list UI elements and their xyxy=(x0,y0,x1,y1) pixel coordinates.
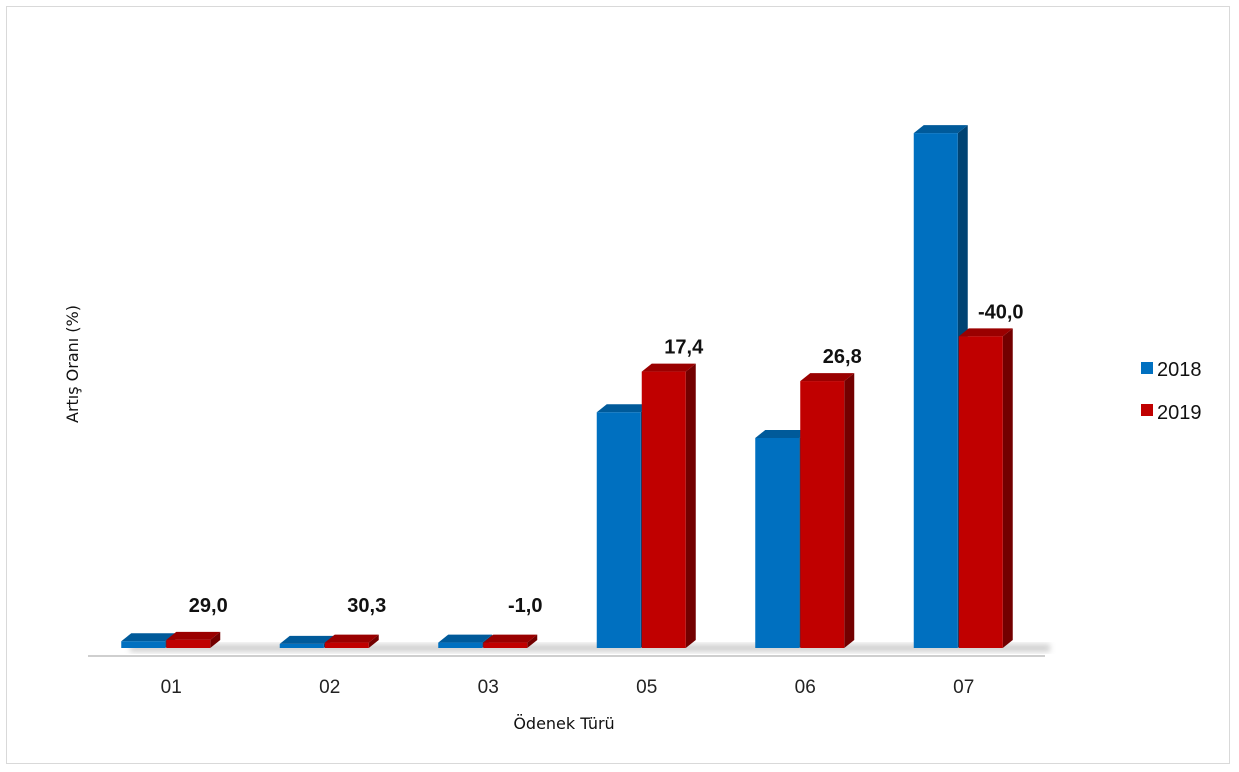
data-label: 26,8 xyxy=(823,346,862,368)
x-tick-labels: 01 02 03 05 06 07 xyxy=(161,677,975,698)
data-label: 30,3 xyxy=(347,595,386,617)
legend-item-2019[interactable]: 2019 xyxy=(1141,402,1202,424)
legend-swatch-2018 xyxy=(1141,362,1153,374)
x-tick-label: 01 xyxy=(161,677,182,698)
bar-front xyxy=(166,639,211,648)
bar-front xyxy=(958,336,1003,648)
bar-05-2019[interactable] xyxy=(641,363,696,648)
bar-01-2019[interactable] xyxy=(166,631,221,648)
bar-top xyxy=(483,634,538,643)
bar-02-2019[interactable] xyxy=(324,634,379,648)
bar-top xyxy=(438,634,493,643)
bars-layer xyxy=(121,125,1013,649)
x-tick-label: 06 xyxy=(795,677,816,698)
bar-top xyxy=(324,634,379,643)
y-axis-title: Artış Oranı (%) xyxy=(63,305,82,423)
bar-top xyxy=(121,633,176,642)
bar-06-2019[interactable] xyxy=(800,373,855,648)
data-label: -40,0 xyxy=(978,301,1024,323)
bar-front xyxy=(800,381,845,648)
bar-front xyxy=(279,643,324,648)
data-labels: 29,0 30,3 -1,0 17,4 26,8 -40,0 xyxy=(189,301,1024,617)
data-label: 17,4 xyxy=(664,337,704,359)
bar-top xyxy=(913,125,968,134)
x-tick-label: 07 xyxy=(953,677,974,698)
bar-front xyxy=(913,133,958,649)
chart-floor xyxy=(130,644,1050,652)
bar-front xyxy=(324,642,369,648)
bar-03-2019[interactable] xyxy=(483,634,538,648)
bar-top xyxy=(641,363,696,372)
bar-front xyxy=(438,642,483,648)
bar-side xyxy=(210,631,221,648)
bar-top xyxy=(800,373,855,382)
bar-top xyxy=(755,429,810,438)
x-tick-label: 03 xyxy=(478,677,499,698)
bar-front xyxy=(641,371,686,648)
legend-item-2018[interactable]: 2018 xyxy=(1141,359,1202,381)
bar-side xyxy=(685,363,696,648)
bar-top xyxy=(596,404,651,413)
bar-front xyxy=(121,641,166,648)
bar-07-2019[interactable] xyxy=(958,328,1013,648)
bar-side xyxy=(844,373,855,648)
legend-label-2018: 2018 xyxy=(1157,359,1202,381)
x-axis-title: Ödenek Türü xyxy=(513,714,614,733)
legend: 2018 2019 xyxy=(1141,359,1202,424)
bar-top xyxy=(279,635,334,644)
x-tick-label: 05 xyxy=(636,677,657,698)
bar-front xyxy=(483,642,528,648)
floor-shadow xyxy=(130,644,1050,652)
legend-label-2019: 2019 xyxy=(1157,402,1202,424)
data-label: -1,0 xyxy=(508,595,542,617)
bar-front xyxy=(596,412,641,648)
bar-top xyxy=(958,328,1013,337)
bar-top xyxy=(166,631,221,640)
legend-swatch-2019 xyxy=(1141,404,1153,416)
bar-side xyxy=(527,634,538,648)
x-tick-label: 02 xyxy=(319,677,340,698)
data-label: 29,0 xyxy=(189,595,228,617)
bar-front xyxy=(755,437,800,648)
bar-side xyxy=(1002,328,1013,648)
bar-side xyxy=(368,634,379,648)
